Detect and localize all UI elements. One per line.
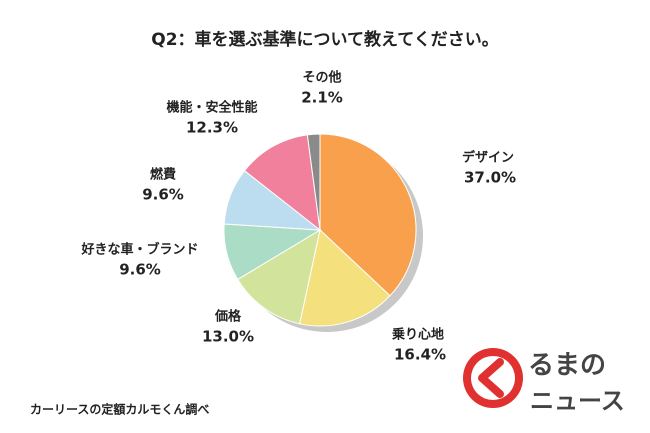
logo-inner [471, 356, 515, 400]
logo: るまの ニュース [463, 348, 625, 415]
slice-value: 13.0% [202, 328, 254, 346]
pie [223, 133, 417, 327]
slice-label: デザイン [462, 150, 514, 166]
pie-slice [299, 229, 391, 327]
pie-slice [306, 133, 321, 231]
slice-value: 9.6% [119, 261, 161, 279]
slice-value: 2.1% [301, 89, 343, 107]
slice-label: その他 [302, 70, 341, 86]
chart-title: Q2：車を選ぶ基準について教えてください。 [151, 29, 498, 50]
logo-text: るまの [528, 351, 606, 381]
slice-label: 機能・安全性能 [166, 100, 257, 116]
slice-value: 9.6% [142, 186, 184, 204]
slice-label: 燃費 [150, 167, 176, 183]
slice-value: 37.0% [464, 169, 516, 187]
pie-slice [243, 134, 321, 232]
slice-label: 価格 [214, 309, 242, 325]
pie-slice [319, 133, 417, 297]
slice-value: 12.3% [186, 119, 238, 137]
logo-text: ニュース [530, 387, 625, 415]
slice-label: 乗り心地 [391, 327, 444, 343]
logo-chevron [478, 358, 504, 398]
source: カーリースの定額カルモくん調べ [30, 402, 209, 417]
pie-slice [236, 228, 321, 325]
slice-label: 好きな車・ブランド [80, 242, 198, 258]
slice-value: 16.4% [394, 346, 446, 364]
